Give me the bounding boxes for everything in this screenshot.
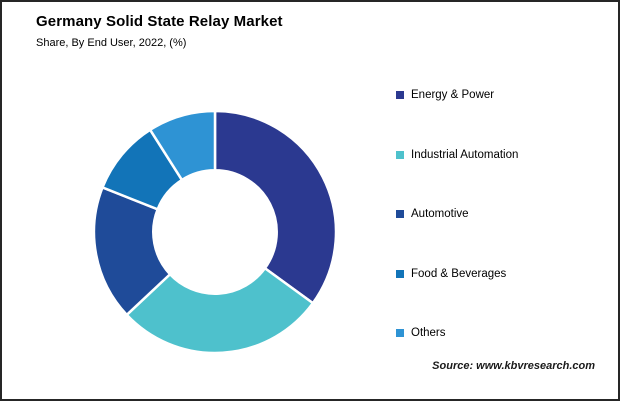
- legend-swatch-icon: [396, 210, 404, 218]
- legend-item-industrial-automation: Industrial Automation: [396, 149, 518, 161]
- legend-item-food-beverages: Food & Beverages: [396, 268, 518, 280]
- chart-subtitle: Share, By End User, 2022, (%): [36, 37, 187, 49]
- donut-segment-others: [148, 109, 217, 182]
- legend-label: Industrial Automation: [411, 148, 519, 161]
- donut-svg: [92, 109, 338, 355]
- legend-swatch-icon: [396, 150, 404, 159]
- legend-label: Others: [411, 327, 446, 339]
- legend-swatch-icon: [396, 329, 404, 337]
- legend-swatch-icon: [396, 91, 404, 99]
- source-credit: Source: www.kbvresearch.com: [432, 360, 595, 372]
- legend-swatch-icon: [396, 269, 404, 278]
- chart-title: Germany Solid State Relay Market: [36, 13, 283, 30]
- chart-header: Germany Solid State Relay Market Share, …: [36, 13, 283, 49]
- legend-item-energy-power: Energy & Power: [396, 89, 518, 101]
- legend-label: Automotive: [411, 208, 469, 220]
- donut-segment-energy-power: [213, 109, 338, 305]
- legend: Energy & Power Industrial Automation Aut…: [396, 89, 518, 339]
- legend-item-automotive: Automotive: [396, 208, 518, 220]
- legend-label: Energy & Power: [411, 89, 495, 101]
- legend-item-others: Others: [396, 327, 518, 339]
- donut-chart: [83, 100, 347, 364]
- legend-label: Food & Beverages: [411, 267, 507, 280]
- donut-segment-industrial-automation: [125, 266, 315, 355]
